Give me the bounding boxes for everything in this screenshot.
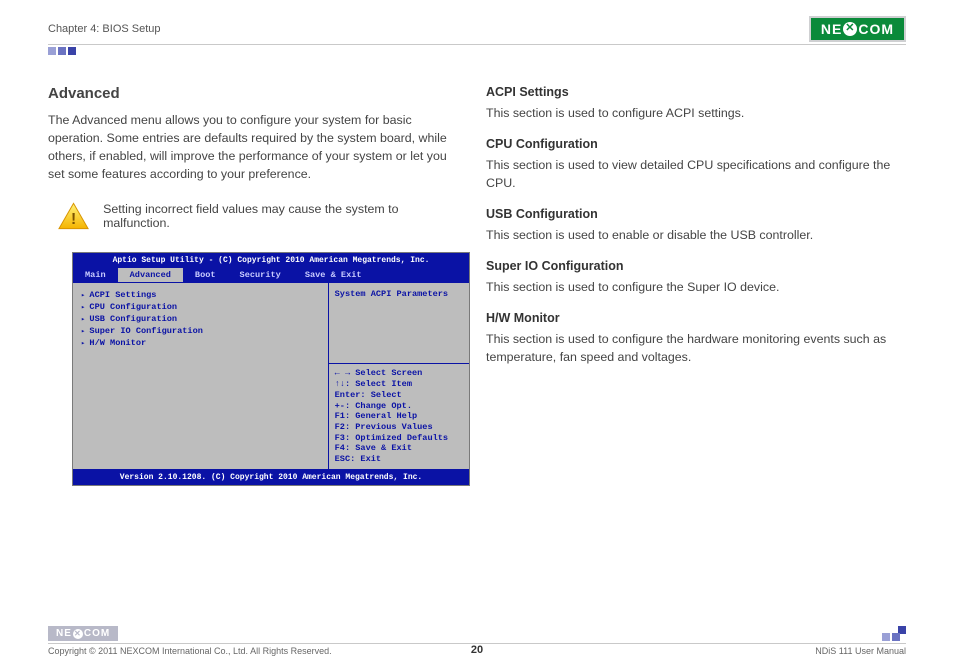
subsection-body: This section is used to configure the ha… [486,331,906,367]
header-rule [48,44,906,45]
bios-help-line: F2: Previous Values [335,422,463,433]
content-columns: Advanced The Advanced menu allows you to… [48,85,906,486]
subsection-title: H/W Monitor [486,311,906,325]
svg-text:!: ! [71,211,76,228]
section-title: Advanced [48,85,458,102]
subsection-title: CPU Configuration [486,137,906,151]
bios-menu-item: H/W Monitor [81,337,320,349]
bios-body: ACPI SettingsCPU ConfigurationUSB Config… [73,282,469,470]
bios-side-panel: System ACPI Parameters ← → Select Screen… [329,283,469,469]
subsection-body: This section is used to view detailed CP… [486,157,906,193]
logo-right: COM [858,21,894,37]
subsection-title: ACPI Settings [486,85,906,99]
page-number: 20 [471,644,483,656]
bios-tab: Security [228,268,293,282]
warning-text: Setting incorrect field values may cause… [103,202,458,230]
logo-x-icon: ✕ [843,22,857,36]
logo-x-icon: ✕ [73,629,83,639]
bios-help-line: F3: Optimized Defaults [335,433,463,444]
right-column: ACPI Settings This section is used to con… [486,85,906,486]
bios-tab: Save & Exit [293,268,374,282]
warning-callout: ! Setting incorrect field values may cau… [58,202,458,230]
bios-help-line: Enter: Select [335,390,463,401]
left-column: Advanced The Advanced menu allows you to… [48,85,458,486]
chapter-label: Chapter 4: BIOS Setup [48,23,161,35]
bios-help-line: ↑↓: Select Item [335,379,463,390]
logo-left: NE [821,21,842,37]
page-header: Chapter 4: BIOS Setup NE ✕ COM [48,18,906,40]
accent-sq [892,633,900,641]
accent-sq [68,47,76,55]
bios-footer: Version 2.10.1208. (C) Copyright 2010 Am… [73,470,469,485]
bios-help-line: ESC: Exit [335,454,463,465]
bios-menu-item: ACPI Settings [81,289,320,301]
page-footer: NE ✕ COM Copyright © 2011 NEXCOM Interna… [48,626,906,656]
bios-help: ← → Select Screen↑↓: Select ItemEnter: S… [329,364,469,469]
logo-left: NE [56,628,72,639]
bios-tab: Main [73,268,118,282]
bios-help-line: F4: Save & Exit [335,443,463,454]
bios-tab: Advanced [118,268,183,282]
header-accent-squares [48,47,906,55]
footer-logo: NE ✕ COM [48,626,118,641]
subsection-body: This section is used to configure ACPI s… [486,105,906,123]
bios-side-title: System ACPI Parameters [329,283,469,364]
footer-row: Copyright © 2011 NEXCOM International Co… [48,646,906,656]
intro-paragraph: The Advanced menu allows you to configur… [48,112,458,184]
footer-accent-block [882,626,906,643]
subsection-body: This section is used to enable or disabl… [486,227,906,245]
accent-sq [882,633,890,641]
bios-tab: Boot [183,268,228,282]
bios-help-line: +-: Change Opt. [335,401,463,412]
nexcom-logo: NE ✕ COM [809,16,906,42]
bios-menu-item: CPU Configuration [81,301,320,313]
bios-screenshot: Aptio Setup Utility - (C) Copyright 2010… [72,252,470,486]
manual-name: NDiS 111 User Manual [815,646,906,656]
subsection-body: This section is used to configure the Su… [486,279,906,297]
warning-triangle-icon: ! [58,202,89,230]
bios-tab-row: MainAdvancedBootSecuritySave & Exit [73,268,469,282]
bios-menu-item: USB Configuration [81,313,320,325]
bios-help-line: ← → Select Screen [335,368,463,379]
subsection-title: Super IO Configuration [486,259,906,273]
accent-sq [48,47,56,55]
subsection-title: USB Configuration [486,207,906,221]
bios-title: Aptio Setup Utility - (C) Copyright 2010… [73,253,469,268]
accent-sq [58,47,66,55]
copyright-text: Copyright © 2011 NEXCOM International Co… [48,646,332,656]
bios-help-line: F1: General Help [335,411,463,422]
logo-right: COM [84,628,110,639]
bios-menu: ACPI SettingsCPU ConfigurationUSB Config… [73,283,329,469]
bios-menu-item: Super IO Configuration [81,325,320,337]
